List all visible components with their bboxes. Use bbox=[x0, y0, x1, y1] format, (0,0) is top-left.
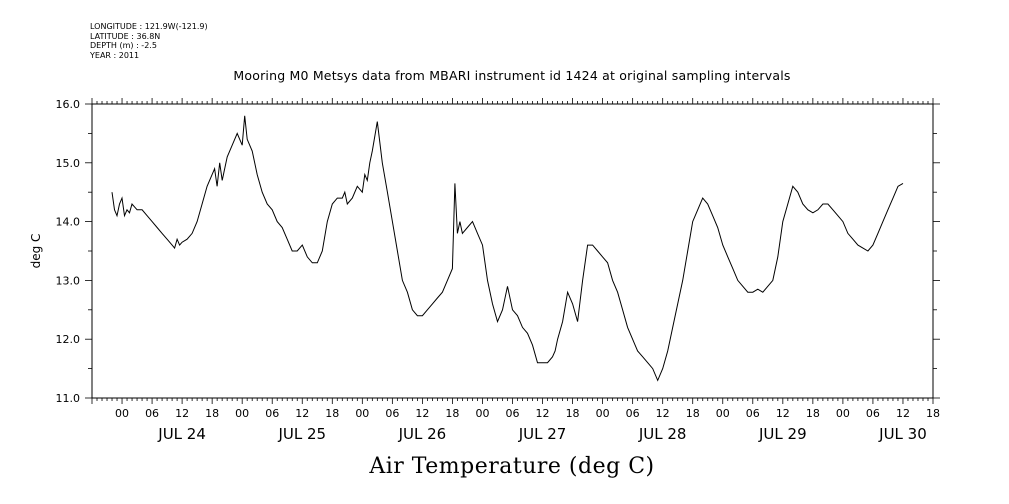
x-day-label: JUL 25 bbox=[277, 425, 326, 443]
x-hour-tick-label: 06 bbox=[626, 407, 640, 420]
x-hour-tick-label: 06 bbox=[145, 407, 159, 420]
x-hour-tick-label: 06 bbox=[385, 407, 399, 420]
x-hour-tick-label: 18 bbox=[325, 407, 339, 420]
x-day-label: JUL 24 bbox=[157, 425, 206, 443]
x-hour-tick-label: 12 bbox=[536, 407, 550, 420]
chart-ticks bbox=[85, 98, 940, 404]
x-hour-tick-label: 18 bbox=[566, 407, 580, 420]
x-hour-tick-label: 18 bbox=[806, 407, 820, 420]
metadata-block: LONGITUDE : 121.9W(-121.9) LATITUDE : 36… bbox=[90, 22, 208, 60]
plot-frame bbox=[91, 103, 934, 399]
x-hour-tick-label: 00 bbox=[836, 407, 850, 420]
x-hour-tick-label: 18 bbox=[205, 407, 219, 420]
x-day-label: JUL 30 bbox=[878, 425, 927, 443]
chart-title: Mooring M0 Metsys data from MBARI instru… bbox=[233, 68, 791, 83]
x-hour-tick-label: 12 bbox=[776, 407, 790, 420]
latitude-text: LATITUDE : 36.8N bbox=[90, 31, 161, 41]
x-hour-tick-label: 00 bbox=[115, 407, 129, 420]
year-text: YEAR : 2011 bbox=[90, 50, 140, 60]
x-hour-tick-label: 12 bbox=[656, 407, 670, 420]
x-axis-label: Air Temperature (deg C) bbox=[369, 454, 655, 479]
x-hour-tick-label: 06 bbox=[265, 407, 279, 420]
x-day-label: JUL 26 bbox=[398, 425, 447, 443]
series-group bbox=[111, 115, 904, 382]
x-hour-tick-label: 12 bbox=[896, 407, 910, 420]
x-day-label: JUL 29 bbox=[758, 425, 807, 443]
series-line-air-temperature bbox=[111, 115, 904, 382]
x-hour-tick-label: 00 bbox=[475, 407, 489, 420]
y-tick-label: 15.0 bbox=[56, 157, 81, 170]
y-tick-label: 16.0 bbox=[56, 98, 81, 111]
x-day-label: JUL 28 bbox=[638, 425, 687, 443]
x-hour-tick-label: 00 bbox=[355, 407, 369, 420]
chart-axes bbox=[91, 103, 934, 399]
x-hour-tick-label: 18 bbox=[445, 407, 459, 420]
x-hour-tick-label: 12 bbox=[175, 407, 189, 420]
y-tick-label: 13.0 bbox=[56, 274, 81, 287]
y-tick-label: 12.0 bbox=[56, 333, 81, 346]
x-hour-tick-label: 18 bbox=[686, 407, 700, 420]
x-hour-tick-label: 00 bbox=[596, 407, 610, 420]
longitude-text: LONGITUDE : 121.9W(-121.9) bbox=[90, 22, 208, 31]
x-hour-tick-label: 12 bbox=[295, 407, 309, 420]
y-tick-label: 11.0 bbox=[56, 392, 81, 405]
x-hour-tick-label: 06 bbox=[866, 407, 880, 420]
y-tick-label: 14.0 bbox=[56, 216, 81, 229]
x-hour-tick-label: 00 bbox=[716, 407, 730, 420]
y-axis-label: deg C bbox=[29, 234, 43, 269]
x-hour-tick-label: 06 bbox=[506, 407, 520, 420]
x-hour-tick-label: 00 bbox=[235, 407, 249, 420]
x-day-label: JUL 27 bbox=[518, 425, 567, 443]
x-hour-tick-label: 12 bbox=[415, 407, 429, 420]
chart-labels: 11.0 12.0 13.0 14.0 15.0 16.0 00 06 12 18 00 06 12 18… bbox=[56, 98, 941, 443]
depth-text: DEPTH (m) : -2.5 bbox=[90, 41, 157, 50]
x-hour-tick-label: 06 bbox=[746, 407, 760, 420]
x-hour-tick-label: 18 bbox=[926, 407, 940, 420]
